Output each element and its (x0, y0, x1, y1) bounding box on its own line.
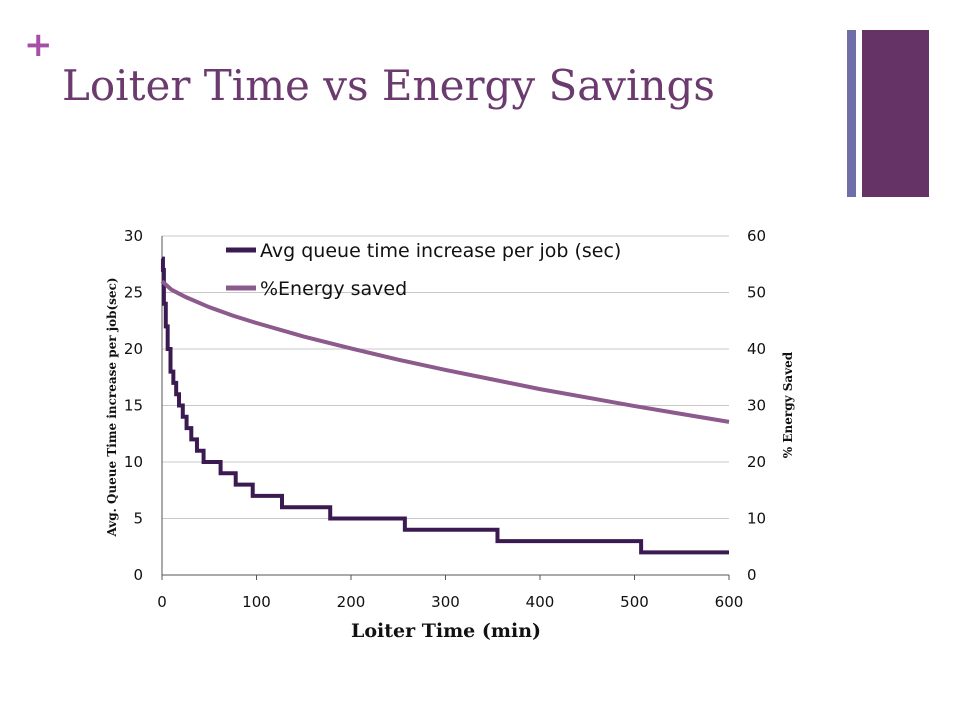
decorative-bar-wide (862, 30, 929, 197)
x-tick-label: 600 (715, 593, 744, 611)
slide-title: Loiter Time vs Energy Savings (62, 61, 715, 110)
y-axis-label: Avg. Queue Time increase per job(sec) (105, 277, 119, 537)
series-lines (160, 256, 730, 555)
decorative-bar-thin (847, 30, 856, 197)
y-tick-label: 20 (124, 340, 143, 358)
y2-tick-label: 60 (747, 227, 766, 245)
y2-tick-label: 30 (747, 397, 766, 415)
y2-tick-label: 20 (747, 453, 766, 471)
x-tick-label: 500 (620, 593, 649, 611)
y-tick-label: 5 (133, 510, 143, 528)
x-tick-label: 200 (337, 593, 366, 611)
x-tick-label: 100 (242, 593, 271, 611)
x-tick-label: 0 (157, 593, 167, 611)
legend-label: Avg queue time increase per job (sec) (260, 240, 621, 262)
y-tick-label: 15 (124, 397, 143, 415)
grid-lines (162, 235, 729, 519)
legend: Avg queue time increase per job (sec) %En… (226, 240, 621, 300)
x-axis-label: Loiter Time (min) (351, 620, 541, 642)
legend-label: %Energy saved (260, 278, 407, 300)
y2-tick-label: 10 (747, 510, 766, 528)
x-tick-label: 400 (526, 593, 555, 611)
y-tick-label: 10 (124, 453, 143, 471)
y-tick-label: 25 (124, 284, 143, 302)
y-tick-label: 0 (133, 566, 143, 584)
x-tick-label: 300 (431, 593, 460, 611)
series-line-energy-saved (160, 279, 730, 424)
y2-axis-label: % Energy Saved (781, 351, 795, 458)
slide-bullet-plus: + (24, 25, 53, 65)
y2-tick-label: 50 (747, 284, 766, 302)
y2-tick-label: 0 (747, 566, 757, 584)
series-line-queue-time (160, 256, 729, 555)
y-tick-label: 30 (124, 227, 143, 245)
tick-labels: 0 100 200 300 400 500 600051015202530010203040… (124, 227, 766, 611)
y2-tick-label: 40 (747, 340, 766, 358)
